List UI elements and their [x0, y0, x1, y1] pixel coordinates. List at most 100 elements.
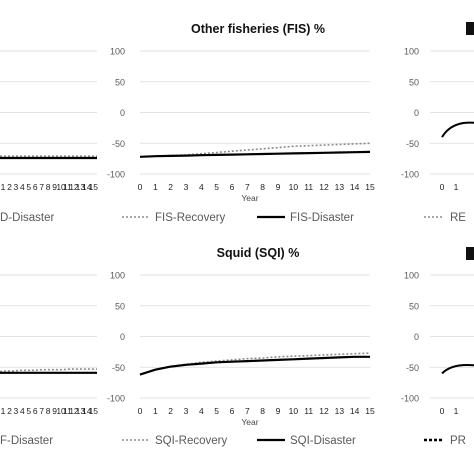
x-tick-label: 8	[46, 182, 51, 192]
x-tick-label: 4	[199, 182, 204, 192]
legend-label: SQI-Recovery	[155, 435, 227, 447]
x-tick-label: 5	[214, 182, 219, 192]
y-tick-label: 0	[120, 332, 125, 342]
series-line-sqi-disaster	[139, 355, 370, 376]
y-tick-label: 100	[110, 271, 125, 281]
y-tick-label: 100	[404, 47, 419, 57]
x-tick-label: 11	[304, 182, 313, 192]
x-tick-label: 9	[276, 182, 281, 192]
series-line-fis-recovery	[139, 142, 371, 158]
y-tick-label: -50	[406, 363, 419, 373]
x-tick-label: 14	[82, 182, 92, 192]
x-tick-label: 13	[76, 182, 86, 192]
x-tick-label: 8	[260, 406, 265, 416]
x-tick-label: 0	[440, 406, 445, 416]
x-tick-label: 13	[335, 182, 345, 192]
x-tick-label: 13	[335, 406, 345, 416]
y-tick-label: -100	[107, 394, 125, 404]
series-line	[441, 363, 474, 375]
x-tick-label: 3	[14, 406, 19, 416]
title-fragment	[466, 22, 474, 35]
x-tick-label: 9	[52, 406, 57, 416]
legend-label: SQI-Disaster	[290, 435, 356, 447]
legend-label: FIS-Disaster	[290, 212, 354, 224]
y-tick-label: 50	[115, 301, 125, 311]
series-line	[441, 121, 474, 138]
x-tick-label: 2	[7, 182, 12, 192]
y-tick-label: 100	[404, 271, 419, 281]
legend-label: D-Disaster	[0, 212, 54, 224]
x-tick-label: 7	[245, 406, 250, 416]
x-tick-label: 15	[89, 182, 99, 192]
legend-label: RE	[450, 212, 466, 224]
x-tick-label: 1	[153, 406, 158, 416]
legend-label: FIS-Recovery	[155, 212, 226, 224]
legend-label: F-Disaster	[0, 435, 53, 447]
y-tick-label: 50	[409, 301, 419, 311]
x-tick-label: 12	[69, 406, 79, 416]
x-tick-label: 3	[184, 406, 189, 416]
x-tick-label: 2	[7, 406, 12, 416]
x-tick-label: 10	[289, 406, 299, 416]
x-tick-label: 14	[350, 406, 360, 416]
x-tick-label: 7	[39, 182, 44, 192]
x-tick-label: 1	[1, 182, 6, 192]
series-line-sqi-recovery	[139, 352, 371, 376]
x-tick-label: 14	[350, 182, 360, 192]
x-tick-label: 12	[69, 182, 79, 192]
x-tick-label: 11	[304, 406, 313, 416]
x-tick-label: 3	[184, 182, 189, 192]
title-fragment	[466, 247, 474, 260]
x-tick-label: 9	[52, 182, 57, 192]
y-tick-label: 0	[414, 108, 419, 118]
x-tick-label: 1	[153, 182, 158, 192]
x-tick-label: 9	[276, 406, 281, 416]
x-tick-label: 4	[20, 406, 25, 416]
y-tick-label: -50	[112, 363, 125, 373]
y-tick-label: 50	[409, 77, 419, 87]
x-tick-label: 4	[20, 182, 25, 192]
x-tick-label: 14	[82, 406, 92, 416]
y-tick-label: 100	[110, 47, 125, 57]
x-tick-label: 8	[46, 406, 51, 416]
chart-title: Other fisheries (FIS) %	[191, 22, 325, 36]
x-tick-label: 4	[199, 406, 204, 416]
x-tick-label: 10	[56, 182, 66, 192]
x-tick-label: 0	[440, 182, 445, 192]
x-tick-label: 1	[454, 182, 459, 192]
x-tick-label: 2	[168, 406, 173, 416]
x-tick-label: 5	[26, 406, 31, 416]
x-tick-label: 0	[138, 182, 143, 192]
y-tick-label: -100	[107, 170, 125, 180]
x-tick-label: 6	[230, 406, 235, 416]
x-tick-label: 15	[89, 406, 99, 416]
x-axis-label: Year	[241, 193, 258, 203]
y-tick-label: 50	[115, 77, 125, 87]
y-tick-label: 0	[120, 108, 125, 118]
x-tick-label: 10	[56, 406, 66, 416]
y-tick-label: -100	[401, 394, 419, 404]
legend-label: PR	[450, 435, 466, 447]
x-tick-label: 7	[39, 406, 44, 416]
x-tick-label: 15	[365, 182, 375, 192]
x-tick-label: 3	[14, 182, 19, 192]
x-tick-label: 6	[230, 182, 235, 192]
y-tick-label: 0	[414, 332, 419, 342]
x-tick-label: 5	[26, 182, 31, 192]
x-tick-label: 12	[319, 406, 329, 416]
x-tick-label: 12	[319, 182, 329, 192]
x-tick-label: 5	[214, 406, 219, 416]
x-tick-label: 15	[365, 406, 375, 416]
x-tick-label: 11	[63, 182, 72, 192]
x-tick-label: 6	[33, 182, 38, 192]
x-tick-label: 11	[63, 406, 72, 416]
x-tick-label: 0	[138, 406, 143, 416]
x-tick-label: 2	[168, 182, 173, 192]
